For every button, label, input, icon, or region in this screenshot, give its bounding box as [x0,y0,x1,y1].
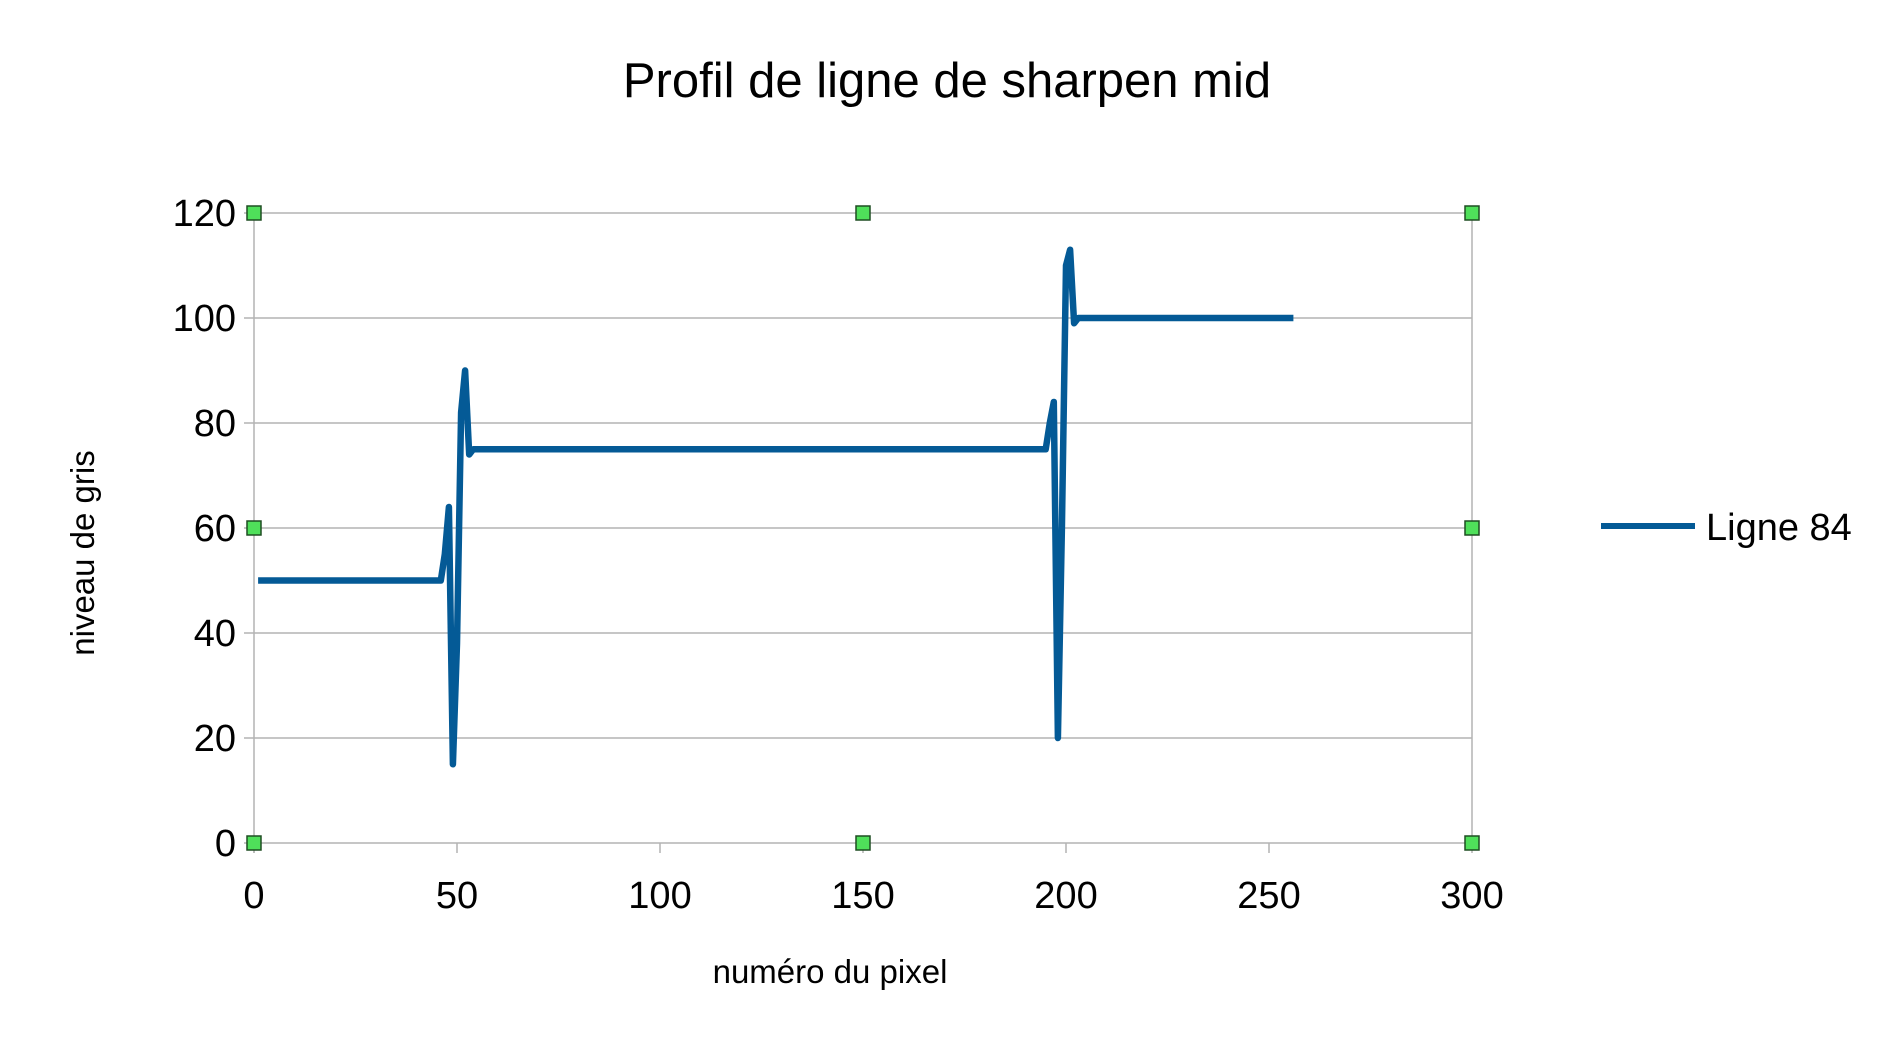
x-tick-label: 0 [243,875,264,917]
x-tick-label: 50 [436,875,478,917]
selection-marker [855,205,871,221]
y-tick-label: 120 [173,193,236,235]
legend-label-ligne-84: Ligne 84 [1706,507,1852,549]
marker-group [246,205,1480,851]
x-tick-label: 100 [628,875,691,917]
y-tick-label: 60 [194,508,236,550]
series-group [258,246,1294,768]
chart-title: Profil de ligne de sharpen mid [623,54,1271,108]
y-tick-label: 0 [215,823,236,865]
x-tick-label: 150 [831,875,894,917]
x-tick-label: 300 [1440,875,1503,917]
y-tick-label: 100 [173,298,236,340]
selection-marker [1464,520,1480,536]
x-axis-ticks: 0 50 100 150 200 250 300 [243,843,1504,917]
x-tick-label: 250 [1237,875,1300,917]
y-tick-label: 20 [194,718,236,760]
series-line-ligne-84 [258,246,1294,768]
y-axis-ticks: 0 20 40 60 80 100 120 [173,193,254,865]
selection-marker [246,835,262,851]
selection-marker [1464,835,1480,851]
selection-marker [855,835,871,851]
x-axis-title: numéro du pixel [713,953,948,990]
y-axis-title: niveau de gris [64,450,101,655]
selection-marker [246,205,262,221]
x-tick-label: 200 [1034,875,1097,917]
legend: Ligne 84 [1601,507,1852,549]
selection-marker [246,520,262,536]
y-tick-label: 40 [194,613,236,655]
y-tick-label: 80 [194,403,236,445]
grid-lines [253,212,1473,853]
selection-marker [1464,205,1480,221]
